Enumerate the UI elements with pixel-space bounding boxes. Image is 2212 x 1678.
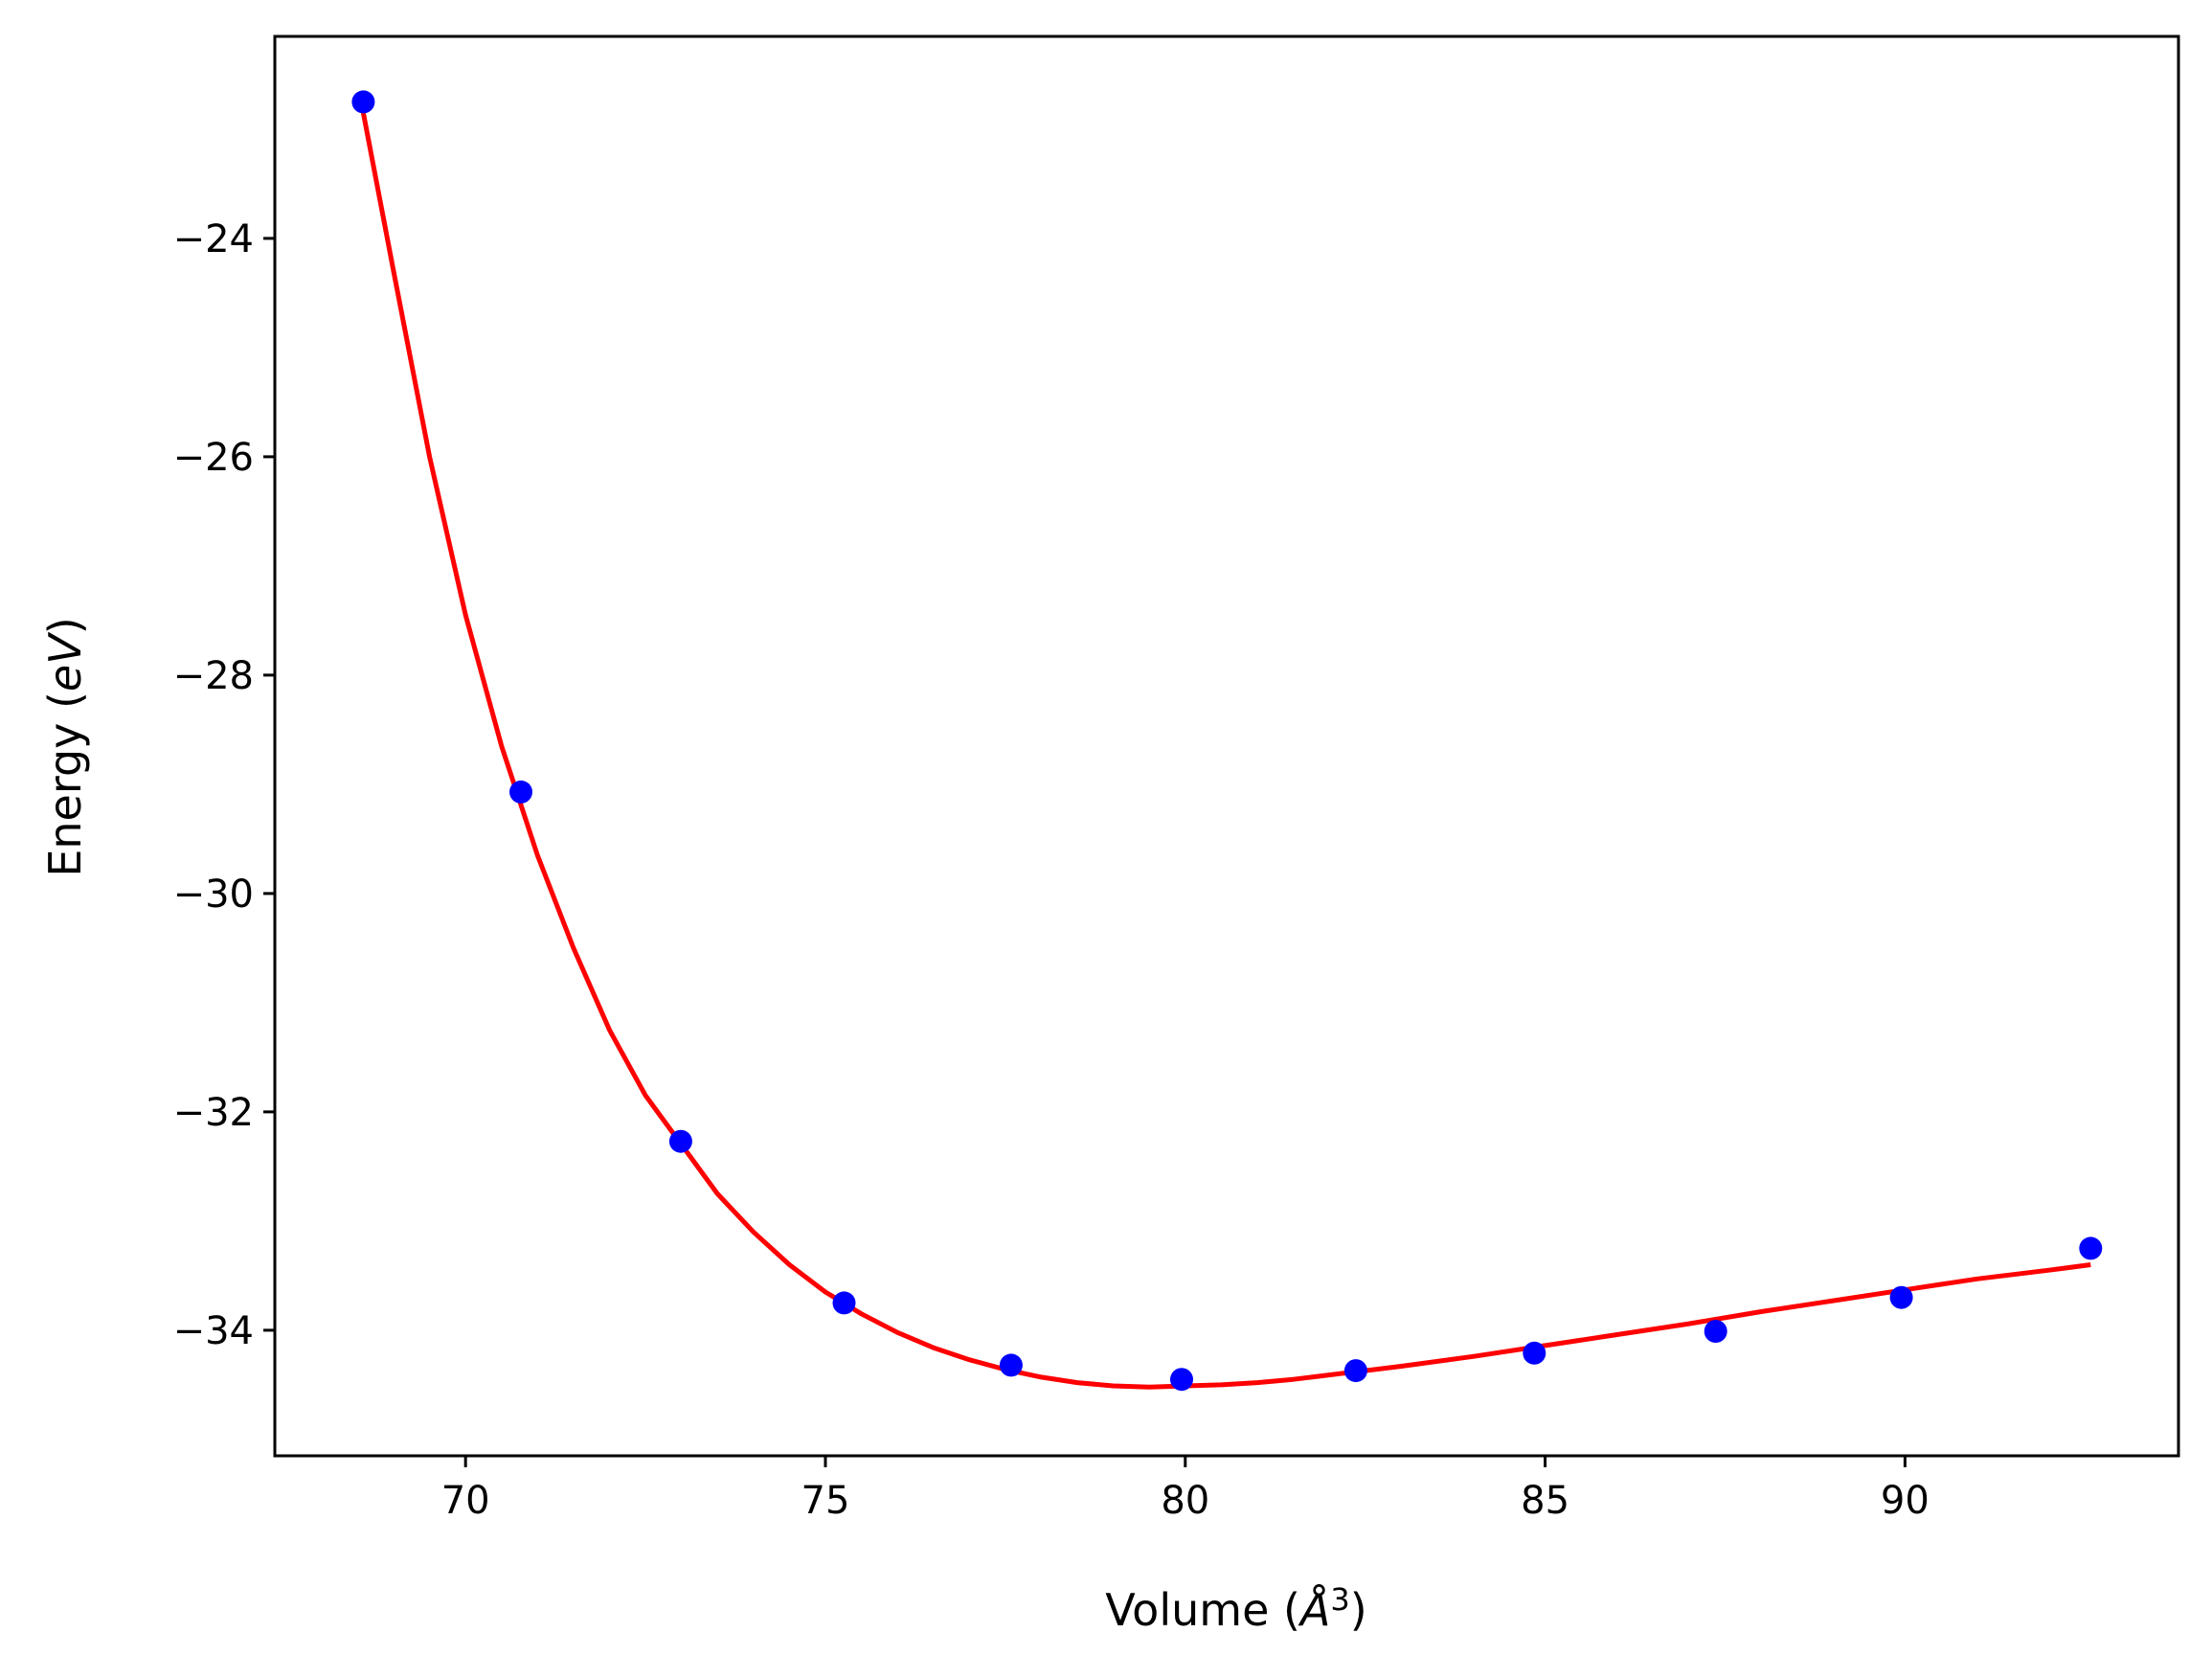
x-tick-label: 85 (1521, 1479, 1569, 1523)
x-tick-label: 70 (441, 1479, 490, 1523)
data-point (2079, 1236, 2103, 1260)
data-point (999, 1353, 1023, 1377)
y-tick-label: −34 (173, 1309, 254, 1353)
y-tick-label: −26 (173, 436, 254, 480)
data-point (832, 1291, 856, 1315)
y-axis-label: Energy (eV) (39, 617, 91, 876)
axes-layer: 70 75 80 85 90 −24 −26 −28 −30 −32 −34 (173, 34, 2180, 1523)
x-tick-label: 90 (1881, 1479, 1930, 1523)
data-point (668, 1129, 692, 1153)
x-tick-label: 75 (801, 1479, 850, 1523)
plot-area-frame (273, 34, 2180, 1458)
data-point (1523, 1341, 1546, 1365)
x-axis-label: Volume (Å3) (1105, 1581, 1366, 1636)
data-point (509, 780, 532, 804)
y-tick-label: −28 (173, 654, 254, 698)
y-tick-label: −32 (173, 1091, 254, 1135)
fit-curve-line (360, 112, 2091, 1390)
data-point (1889, 1285, 1913, 1309)
plot-layer (351, 90, 2103, 1392)
x-tick-label: 80 (1161, 1479, 1209, 1523)
data-point (1704, 1320, 1727, 1343)
data-point (1343, 1359, 1367, 1383)
data-point (1170, 1368, 1193, 1392)
data-point (351, 90, 375, 114)
y-tick-label: −30 (173, 873, 254, 917)
y-tick-label: −24 (173, 217, 254, 261)
